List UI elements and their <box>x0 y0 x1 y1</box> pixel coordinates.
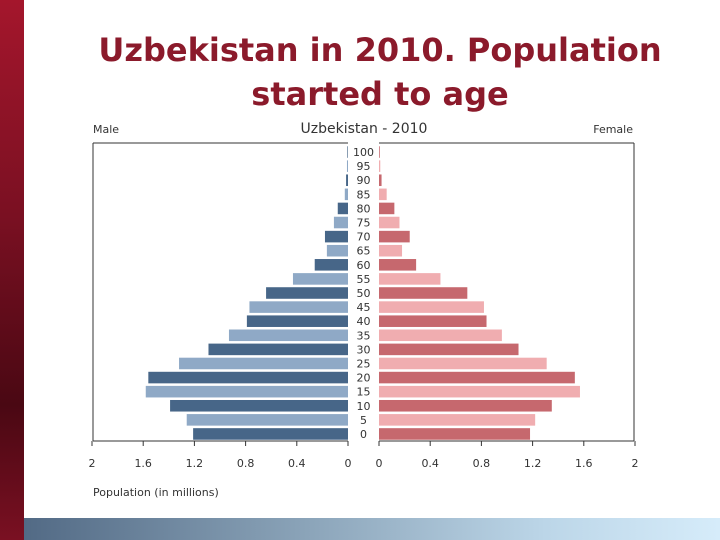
female-bar-95 <box>379 160 381 172</box>
tick-label-left-2: 0.8 <box>237 457 255 470</box>
male-bar-95 <box>346 160 348 172</box>
tick-label-right-2: 0.8 <box>473 457 491 470</box>
age-label-40: 40 <box>357 315 371 328</box>
age-label-35: 35 <box>357 329 371 342</box>
age-label-95: 95 <box>357 160 371 173</box>
male-bar-25 <box>179 357 348 370</box>
female-bar-40 <box>379 315 487 327</box>
male-bar-85 <box>344 188 348 201</box>
male-bar-50 <box>266 287 348 299</box>
tick-label-right-1: 0.4 <box>421 457 439 470</box>
tick-label-left-4: 1.6 <box>134 457 152 470</box>
female-bars <box>379 146 580 440</box>
male-bar-20 <box>148 371 348 384</box>
age-label-60: 60 <box>357 259 371 272</box>
age-label-70: 70 <box>357 231 371 244</box>
male-bar-60 <box>314 259 348 271</box>
male-bar-0 <box>193 428 348 440</box>
age-label-100: 100 <box>353 146 374 159</box>
slide-title: Uzbekistan in 2010. Population started t… <box>40 28 720 116</box>
female-bar-5 <box>379 414 536 426</box>
female-bar-50 <box>379 287 468 299</box>
female-bar-10 <box>379 399 552 412</box>
tick-label-right-0: 0 <box>376 457 383 470</box>
female-bar-55 <box>379 273 441 285</box>
tick-label-right-4: 1.6 <box>575 457 593 470</box>
female-bar-90 <box>379 174 382 187</box>
male-label: Male <box>93 123 119 136</box>
age-label-15: 15 <box>357 386 371 399</box>
age-label-0: 0 <box>360 428 367 441</box>
age-label-85: 85 <box>357 188 371 201</box>
male-bar-35 <box>228 329 348 342</box>
age-label-10: 10 <box>357 400 371 413</box>
female-bar-100 <box>379 146 380 158</box>
tick-label-left-1: 0.4 <box>288 457 306 470</box>
male-bar-30 <box>208 343 348 356</box>
slide-title-line-1: Uzbekistan in 2010. Population <box>98 31 662 69</box>
axes: 0 0 0.4 0.4 0.8 0.8 1.2 1.2 1.6 1.6 2 2 <box>89 142 639 470</box>
tick-label-left-0: 0 <box>345 457 352 470</box>
male-bar-100 <box>347 146 348 158</box>
female-bar-85 <box>379 188 387 201</box>
age-label-5: 5 <box>360 414 367 427</box>
male-bar-75 <box>333 216 348 229</box>
male-bar-80 <box>337 202 348 215</box>
male-bar-65 <box>326 244 348 257</box>
tick-label-right-5: 2 <box>632 457 639 470</box>
age-label-80: 80 <box>357 202 371 215</box>
age-label-65: 65 <box>357 245 371 258</box>
female-bar-25 <box>379 357 547 370</box>
male-bar-40 <box>246 315 348 327</box>
age-labels: 1009590858075706560555045403530252015105… <box>353 146 374 441</box>
slide-title-line-2: started to age <box>251 75 509 113</box>
female-bar-15 <box>379 385 580 398</box>
age-label-45: 45 <box>357 301 371 314</box>
age-label-25: 25 <box>357 357 371 370</box>
tick-label-right-3: 1.2 <box>524 457 542 470</box>
x-axis-label: Population (in millions) <box>93 486 219 499</box>
male-bar-5 <box>186 414 348 426</box>
male-bar-45 <box>249 301 348 313</box>
female-bar-45 <box>379 301 484 313</box>
chart-title: Uzbekistan - 2010 <box>301 121 428 137</box>
female-bar-0 <box>379 428 531 440</box>
age-label-50: 50 <box>357 287 371 300</box>
age-label-90: 90 <box>357 174 371 187</box>
tick-label-left-5: 2 <box>89 457 96 470</box>
bottom-accent-bar <box>24 518 720 540</box>
age-label-30: 30 <box>357 343 371 356</box>
male-bar-70 <box>324 230 348 243</box>
male-bar-15 <box>145 385 348 398</box>
female-bar-30 <box>379 343 519 356</box>
tick-label-left-3: 1.2 <box>186 457 204 470</box>
age-label-55: 55 <box>357 273 371 286</box>
left-accent-bar <box>0 0 24 540</box>
male-bars <box>145 146 348 440</box>
female-bar-75 <box>379 216 400 229</box>
age-label-20: 20 <box>357 372 371 385</box>
female-label: Female <box>593 123 633 136</box>
female-bar-80 <box>379 202 395 215</box>
female-bar-70 <box>379 230 410 243</box>
age-label-75: 75 <box>357 217 371 230</box>
male-bar-90 <box>346 174 348 187</box>
female-bar-65 <box>379 244 403 257</box>
male-bar-10 <box>170 399 348 412</box>
female-bar-35 <box>379 329 502 342</box>
female-bar-60 <box>379 259 417 271</box>
male-bar-55 <box>292 273 348 285</box>
female-bar-20 <box>379 371 575 384</box>
